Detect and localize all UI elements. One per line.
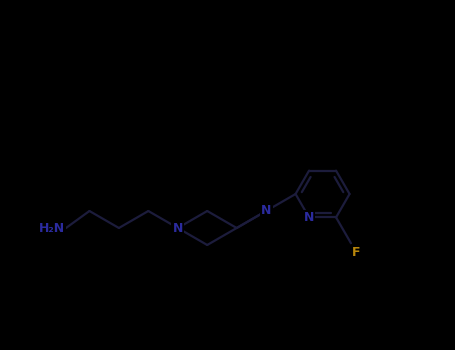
Text: N: N: [261, 204, 271, 217]
Text: N: N: [172, 222, 183, 235]
Text: H₂N: H₂N: [39, 222, 65, 235]
Text: F: F: [352, 245, 360, 259]
Text: N: N: [304, 211, 314, 224]
